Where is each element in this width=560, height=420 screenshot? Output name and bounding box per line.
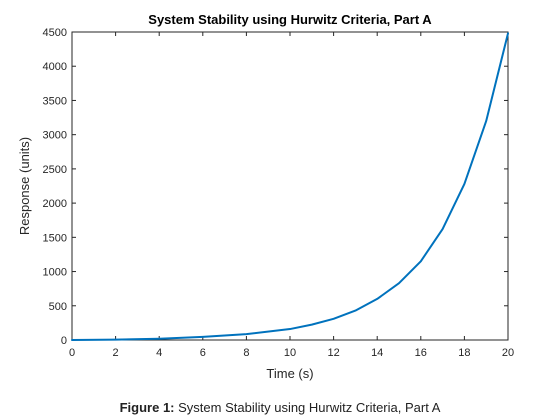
y-tick-label: 4500	[43, 27, 67, 39]
x-tick-label: 6	[200, 347, 206, 359]
y-tick-label: 3000	[43, 130, 67, 142]
x-tick-label: 2	[113, 347, 119, 359]
chart-title: System Stability using Hurwitz Criteria,…	[148, 12, 432, 27]
x-tick-label: 10	[284, 347, 296, 359]
y-tick-label: 4000	[43, 61, 67, 73]
x-tick-label: 0	[69, 347, 75, 359]
x-tick-label: 14	[371, 347, 383, 359]
y-axis-label: Response (units)	[17, 137, 32, 235]
figure-caption: Figure 1: System Stability using Hurwitz…	[0, 400, 560, 415]
x-tick-label: 12	[327, 347, 339, 359]
x-tick-label: 16	[415, 347, 427, 359]
caption-text: System Stability using Hurwitz Criteria,…	[174, 400, 441, 415]
series-line	[71, 32, 509, 341]
y-tick-label: 0	[61, 335, 67, 347]
caption-label: Figure 1:	[119, 400, 175, 415]
x-ticks: 0 2 4 6 8 10 12 14 16 18 20	[69, 32, 514, 359]
y-tick-label: 1000	[43, 267, 67, 279]
x-tick-label: 4	[156, 347, 162, 359]
x-tick-label: 18	[458, 347, 470, 359]
plot-axes: 0 2 4 6 8 10 12 14 16 18 20 0 500 1000 1500 2000 2500 30…	[43, 27, 515, 359]
x-tick-label: 8	[243, 347, 249, 359]
y-ticks: 0 500 1000 1500 2000 2500 3000 3500 4000 4500	[43, 27, 508, 347]
y-tick-label: 3500	[43, 95, 67, 107]
chart-figure: System Stability using Hurwitz Criteria,…	[17, 12, 515, 381]
x-tick-label: 20	[502, 347, 514, 359]
x-axis-label: Time (s)	[266, 366, 313, 381]
plot-area	[71, 31, 509, 341]
y-tick-label: 2500	[43, 164, 67, 176]
y-tick-label: 500	[49, 301, 67, 313]
y-tick-label: 1500	[43, 232, 67, 244]
y-tick-label: 2000	[43, 198, 67, 210]
series-lines	[71, 32, 509, 341]
